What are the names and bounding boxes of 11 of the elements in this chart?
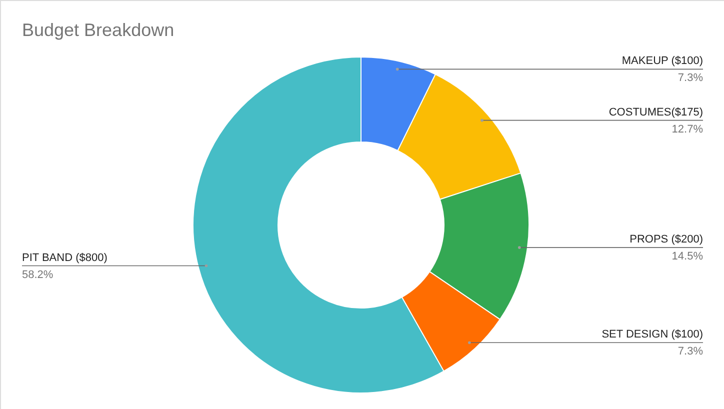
slice-label: COSTUMES($175) — [608, 106, 703, 118]
data-label: 14.5% — [672, 250, 704, 263]
slice-label: PIT BAND ($800) — [22, 252, 108, 264]
data-label: 7.3% — [678, 346, 704, 358]
data-label: 7.3% — [678, 72, 704, 84]
slice-label: MAKEUP ($100) — [622, 55, 703, 68]
chart-title: Budget Breakdown — [22, 20, 174, 40]
data-label: 58.2% — [22, 268, 54, 281]
slice-label: PROPS ($200) — [630, 234, 703, 246]
slice-label: SET DESIGN ($100) — [602, 328, 703, 341]
data-label: 12.7% — [672, 123, 704, 136]
